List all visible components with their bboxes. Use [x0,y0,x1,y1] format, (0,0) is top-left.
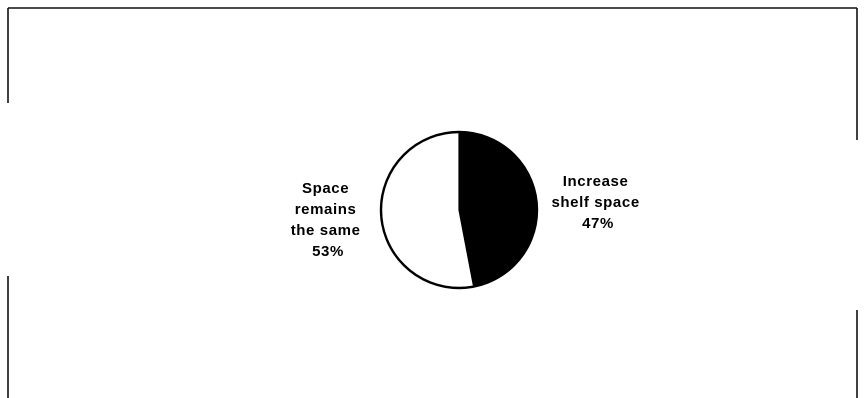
slice-label-same-line-2: remains [295,201,357,218]
slice-value-same: 53% [312,243,344,260]
pie-slices [380,131,538,289]
slice-label-same-line-3: the same [291,222,361,239]
slice-label-increase-line-1: Increase [563,173,629,190]
slice-label-same-line-1: Space [302,180,349,197]
slice-label-same: Space remains the same 53% [291,180,366,260]
slice-label-increase: Increase shelf space 47% [551,173,644,232]
pie-outline [379,130,539,290]
slice-value-increase: 47% [582,215,614,232]
figure-frame [7,7,858,398]
slice-label-increase-line-2: shelf space [551,194,639,211]
pie-slice-increase [458,131,538,288]
